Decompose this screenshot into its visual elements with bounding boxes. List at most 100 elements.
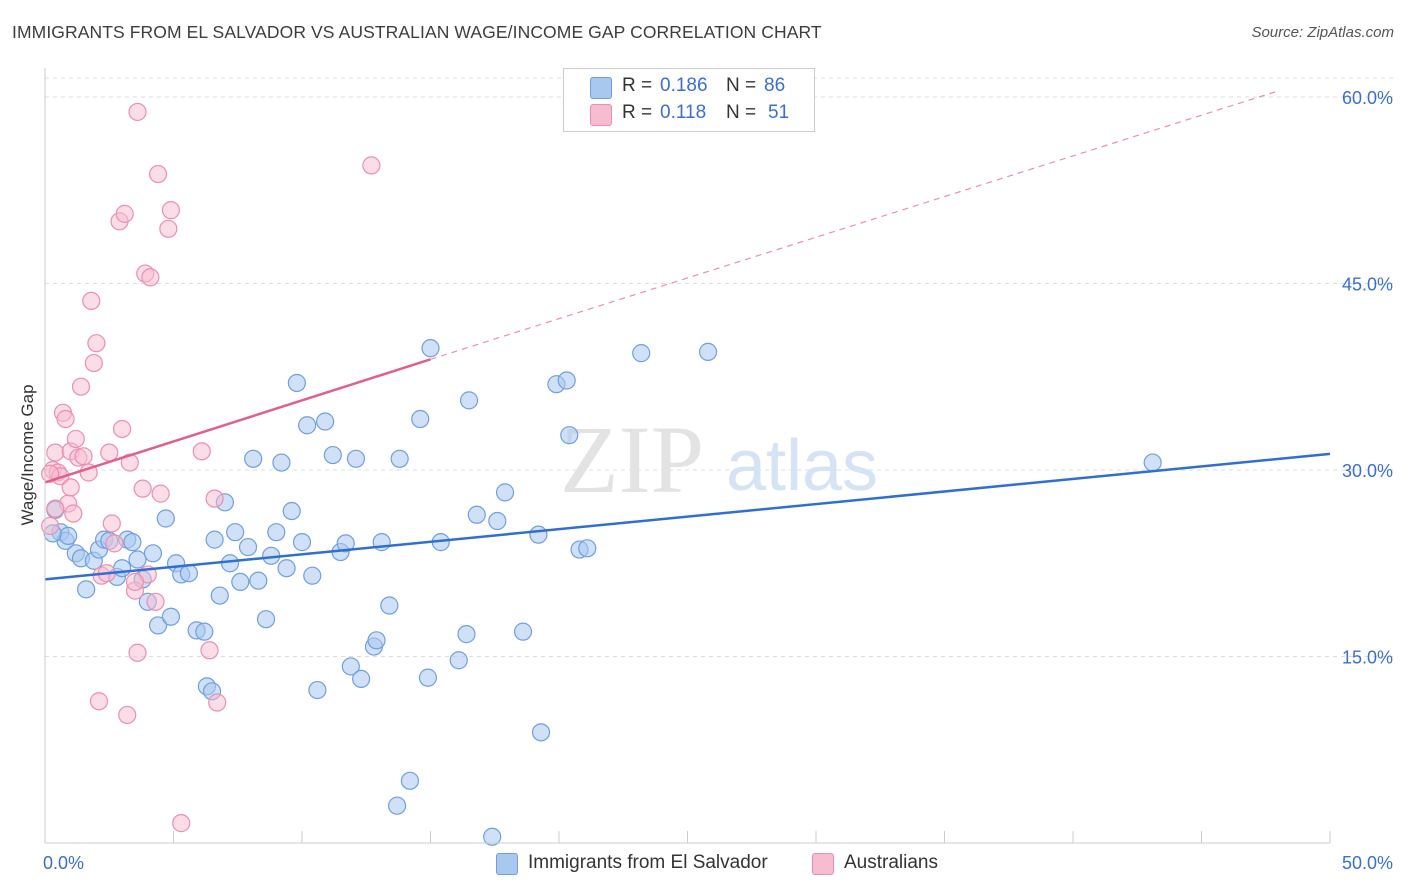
legend-r-label: R = [622,102,653,123]
data-point-el-salvador [578,539,597,558]
data-point-el-salvador [123,533,142,552]
data-point-el-salvador [148,616,168,635]
data-point-australians [82,291,101,311]
data-point-el-salvador [390,449,409,468]
data-point-el-salvador [400,771,420,790]
data-point-australians [46,499,65,518]
data-point-el-salvador [292,533,312,552]
data-point-australians [112,419,132,439]
data-point-el-salvador [59,526,78,545]
series-australians-points [41,102,381,833]
data-point-australians [64,504,83,523]
data-point-el-salvador [323,445,342,465]
data-point-australians [161,201,181,220]
data-point-australians [115,204,134,223]
data-point-el-salvador [205,530,224,549]
series-el-salvador-points [43,339,1162,846]
data-point-el-salvador [179,564,199,583]
legend-n-value: 86 [764,75,786,96]
data-point-australians [141,268,160,287]
data-point-australians [133,479,152,498]
data-point-el-salvador [632,344,651,363]
data-point-el-salvador [341,657,360,676]
data-point-australians [89,692,109,711]
data-point-el-salvador [457,625,476,644]
data-point-el-salvador [143,544,163,563]
data-point-el-salvador [298,416,317,435]
bottom-legend-label: Australians [844,852,938,873]
data-point-el-salvador [367,631,386,650]
data-point-el-salvador [277,559,296,578]
data-point-australians [118,705,137,725]
data-point-el-salvador [282,501,301,521]
legend-swatch-blue [590,77,612,99]
data-point-australians [102,514,121,533]
data-point-el-salvador [411,409,430,429]
data-point-el-salvador [249,571,268,590]
trend-line-el-salvador [44,452,1331,581]
data-point-australians [200,641,219,660]
bottom-legend-swatch-pink [812,853,834,875]
data-point-el-salvador [529,525,548,544]
data-point-australians [148,164,168,184]
data-point-el-salvador [346,449,366,468]
data-point-australians [41,464,60,483]
data-point-australians [125,572,145,592]
data-point-australians [146,592,165,611]
data-point-el-salvador [256,610,276,629]
bottom-legend-label: Immigrants from El Salvador [528,852,768,873]
trend-line-australians-extension [430,90,1279,360]
chart-title: IMMIGRANTS FROM EL SALVADOR VS AUSTRALIA… [12,22,822,42]
y-axis-title: Wage/Income Gap [18,384,37,526]
data-point-el-salvador [303,566,322,585]
bottom-legend-swatch-blue [496,853,518,875]
axes-layer: 15.0% 30.0% 45.0% 60.0% 0.0% 50.0% [43,68,1393,873]
data-point-el-salvador [449,651,468,670]
legend-n-label: N = [726,75,757,96]
data-point-el-salvador [161,607,181,626]
data-point-el-salvador [1143,453,1162,472]
data-point-el-salvador [267,523,286,542]
legend-r-value: 0.118 [660,102,707,123]
data-point-el-salvador [531,723,551,742]
data-point-el-salvador [128,550,147,569]
watermark: ZIP atlas [560,406,878,513]
data-point-australians [41,516,60,536]
data-point-el-salvador [560,426,579,445]
data-point-el-salvador [77,580,96,599]
data-point-australians [56,409,75,429]
data-point-el-salvador [272,453,291,472]
data-point-australians [46,443,65,462]
legend-n-label: N = [726,102,757,123]
data-point-australians [120,453,139,472]
data-point-australians [61,478,80,497]
legend-r-value: 0.186 [660,75,708,96]
data-point-australians [100,443,119,462]
data-point-australians [192,442,211,461]
data-point-el-salvador [226,523,245,542]
data-point-el-salvador [387,796,407,815]
data-point-el-salvador [495,483,515,502]
legend: R = 0.186 N = 86 R = 0.118 N = 51 [563,68,815,132]
data-point-australians [87,334,106,353]
data-point-australians [66,429,85,449]
data-point-australians [84,353,103,373]
data-point-australians [172,814,191,833]
y-tick-label: 30.0% [1342,461,1393,481]
trend-line-australians [44,358,431,484]
legend-swatch-pink [590,104,612,126]
data-point-el-salvador [316,412,335,431]
data-point-el-salvador [418,668,438,687]
y-tick-label: 45.0% [1342,275,1393,295]
data-point-el-salvador [336,534,355,553]
data-point-el-salvador [238,537,258,557]
y-tick-label: 15.0% [1342,648,1393,668]
data-point-australians [362,156,381,175]
data-point-el-salvador [698,342,718,361]
data-point-el-salvador [483,827,502,846]
data-point-el-salvador [231,572,250,592]
watermark-atlas: atlas [726,426,878,506]
data-point-el-salvador [459,391,479,410]
data-point-el-salvador [308,680,327,700]
data-point-el-salvador [220,554,240,573]
